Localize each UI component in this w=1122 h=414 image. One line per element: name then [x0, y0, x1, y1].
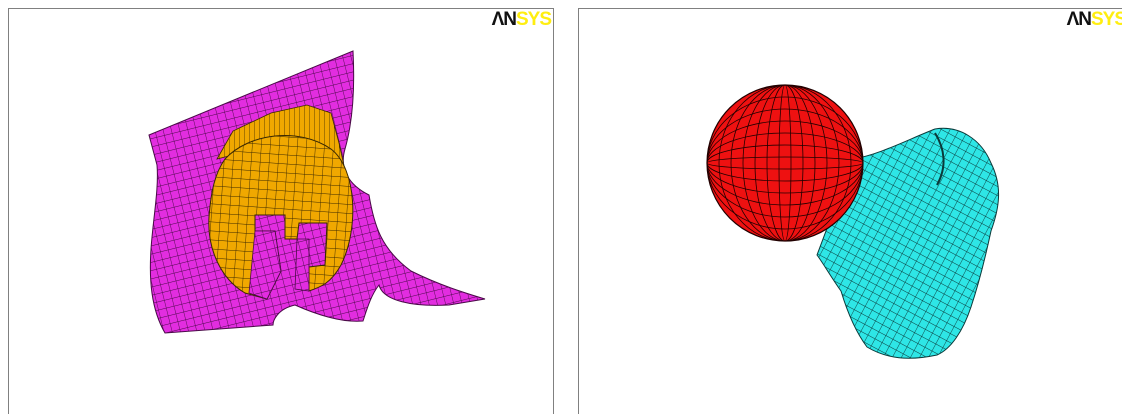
ansys-logo-yellow-part: SYS — [1090, 9, 1122, 30]
ansys-logo-dark-part: ΛN — [491, 9, 517, 30]
ansys-logo: ΛNSYS — [1067, 9, 1122, 31]
sphere-grid — [707, 85, 863, 241]
femoral-head-mesh-model — [706, 84, 1000, 359]
body-ridge — [934, 132, 945, 186]
right-viewport[interactable]: ΛNSYS — [578, 8, 1122, 414]
acetabular-shell-mesh-model — [148, 50, 486, 334]
ansys-logo: ΛNSYS — [491, 9, 552, 31]
ansys-logo-dark-part: ΛN — [1066, 9, 1092, 30]
femoral-head-sphere — [707, 85, 863, 241]
ansys-logo-yellow-part: SYS — [515, 9, 552, 30]
left-viewport[interactable]: ΛNSYS — [8, 8, 554, 414]
